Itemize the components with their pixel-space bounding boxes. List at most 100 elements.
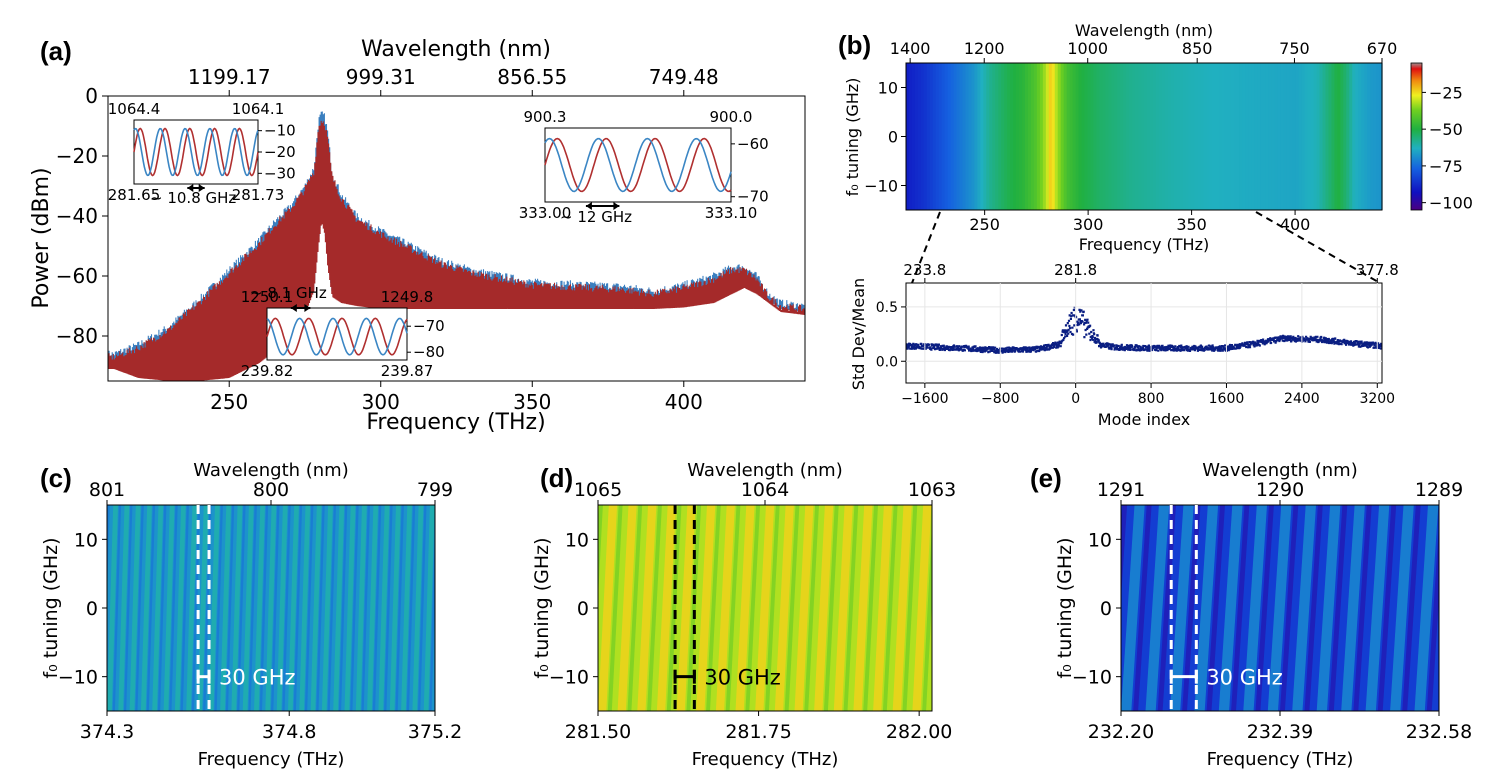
inset-900: ~ 12 GHz 900.3 900.0 333.00 333.10 −60 −70	[519, 108, 769, 226]
inset-trace-red	[266, 317, 408, 356]
heatmap-column	[968, 63, 973, 210]
inset-spacing-label: ~ 10.8 GHz	[150, 189, 236, 207]
zoom-heatmap-c	[107, 505, 435, 711]
heatmap-column	[1019, 63, 1023, 210]
heatmap-column	[1212, 63, 1216, 210]
ylabel: f₀ tuning (GHz)	[40, 537, 62, 678]
heatmap-column	[950, 63, 955, 210]
resonance-trough	[627, 505, 643, 711]
heatmap-column	[1319, 63, 1324, 210]
heatmap-column	[995, 63, 999, 210]
top-tick-label: 1063	[908, 479, 956, 501]
resonance-stripe	[1464, 505, 1488, 711]
ytick-label: −10	[58, 667, 98, 689]
top-tick-label: 799	[417, 479, 453, 501]
a-top-tick-label: 856.55	[497, 65, 567, 89]
heatmap-column	[986, 63, 990, 210]
heatmap-column	[1146, 63, 1151, 210]
heatmap-column	[1200, 63, 1205, 210]
a-top-tick-label: 999.31	[346, 65, 416, 89]
heatmap-column	[1025, 63, 1029, 210]
bl-xtick-label: −800	[981, 391, 1019, 407]
b-top-tick-label: 670	[1367, 39, 1398, 58]
heatmap-column	[956, 63, 961, 210]
heatmap-column	[1295, 63, 1300, 210]
inset-right-tick-label: −80	[413, 343, 445, 361]
heatmap-column	[1093, 63, 1097, 210]
resonance-stripe	[1414, 505, 1439, 711]
heatmap-column	[1331, 63, 1335, 210]
heatmap-column	[1048, 63, 1053, 210]
heatmap-column	[1289, 63, 1294, 210]
resonance-stripe	[186, 505, 198, 711]
heatmap-column	[917, 63, 922, 210]
heatmap-column	[1376, 63, 1380, 210]
resonance-stripe	[344, 505, 356, 711]
resonance-trough	[1121, 505, 1128, 599]
resonance-stripe	[367, 505, 379, 711]
panel-e: 30 GHz 232.20 232.39 232.58 10 0 −10 1291 1290 12…	[1054, 460, 1488, 770]
heatmap-column	[1161, 63, 1166, 210]
resonance-trough	[395, 505, 404, 711]
resonance-trough	[225, 505, 235, 711]
inset-top-tick-left: 1064.4	[108, 100, 161, 118]
b-xtick-label: 350	[1176, 215, 1207, 234]
heatmap-column	[1087, 63, 1092, 210]
std-dev-axes: −1600 −800 0 800 1600 2400 3200 0.5 0.0 233.8 281.…	[876, 261, 1399, 407]
inset-arrowhead-left	[290, 304, 297, 312]
bl-xtick-label: −1600	[901, 391, 948, 407]
resonance-trough	[922, 524, 932, 711]
inset-arrowhead-left	[187, 184, 194, 192]
resonance-trough	[647, 505, 662, 711]
fsr-label: 30 GHz	[704, 666, 780, 690]
resonance-stripe	[1439, 505, 1463, 711]
tuning-heatmap-axes: 250 300 350 400 10 0 −10 1400 1200 1000 850 750 670	[864, 39, 1397, 234]
bl-xtick-label: 0	[1071, 391, 1080, 407]
resonance-stripe	[1316, 505, 1341, 711]
resonance-trough	[607, 505, 623, 711]
inset-right-tick-label: −30	[264, 164, 296, 182]
heatmap-column	[1379, 63, 1383, 210]
resonance-trough	[271, 505, 280, 711]
b-ytick-label: 10	[878, 79, 898, 98]
resonance-stripe	[1292, 505, 1316, 711]
inset-bottom-tick-left: 281.65	[108, 186, 161, 204]
heatmap-column	[1126, 63, 1130, 210]
ytick-label: −10	[1072, 667, 1112, 689]
resonance-trough	[350, 505, 359, 711]
bl-xtick-label: 1600	[1209, 391, 1245, 407]
heatmap-column	[932, 63, 937, 210]
fsr-label: 30 GHz	[1206, 666, 1282, 690]
b-ytick-label: −10	[864, 177, 898, 196]
colorbar-tick-label: −100	[1429, 194, 1473, 213]
a-xtick-label: 400	[665, 390, 703, 414]
heatmap-column	[971, 63, 976, 210]
inset-bottom-tick-right: 239.87	[381, 362, 434, 380]
resonance-trough	[1426, 523, 1439, 711]
heatmap-column	[908, 63, 913, 210]
a-ytick-label: −60	[56, 264, 98, 288]
a-ytick-label: −20	[56, 144, 98, 168]
resonance-trough	[863, 505, 878, 711]
inset-spacing-label: ~ 12 GHz	[560, 208, 632, 226]
b-top-tick-label: 1000	[1067, 39, 1108, 58]
heatmap-column	[1164, 63, 1169, 210]
resonance-stripe	[892, 505, 912, 711]
inset-top-tick-left: 1250.1	[241, 288, 294, 306]
heatmap-column	[1188, 63, 1193, 210]
resonance-trough	[1304, 505, 1323, 711]
heatmap-column	[1203, 63, 1208, 210]
resonance-stripe	[333, 505, 345, 711]
heatmap-column	[965, 63, 970, 210]
spectrum-plot-area	[108, 111, 805, 381]
heatmap-column	[1286, 63, 1291, 210]
colorbar-ticks: −25 −50 −75 −100	[1422, 83, 1473, 213]
heatmap-column	[1111, 63, 1115, 210]
inset-arrowhead-right	[613, 202, 620, 210]
inset-bottom-tick-right: 333.10	[705, 204, 758, 222]
ytick-label: 0	[86, 598, 98, 620]
b-top-tick-label: 1200	[964, 39, 1005, 58]
heatmap-column	[1346, 63, 1350, 210]
heatmap-column	[1007, 63, 1011, 210]
heatmap-column	[1215, 63, 1219, 210]
